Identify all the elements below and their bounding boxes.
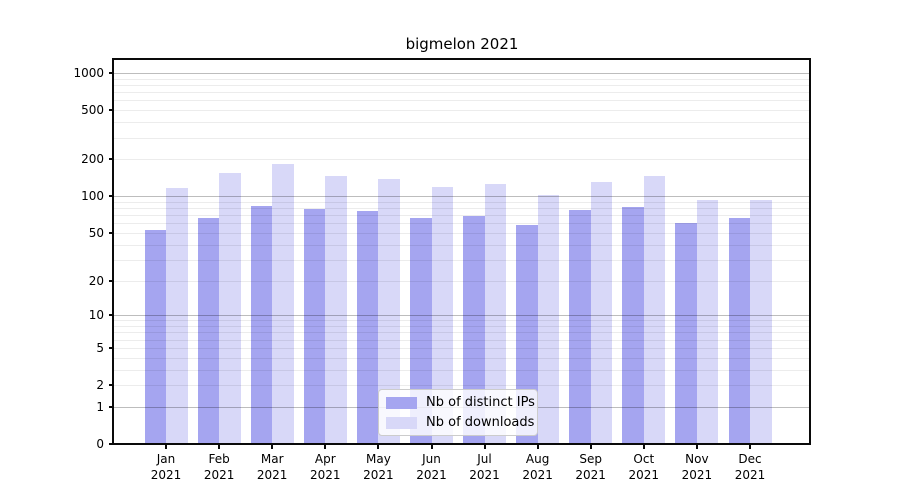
x-tick-label: Mar 2021 — [256, 452, 288, 482]
x-tick-mark — [695, 444, 698, 449]
y-tick-label: 0 — [96, 437, 104, 451]
x-tick-mark — [218, 444, 221, 449]
x-tick-label: Sep 2021 — [575, 452, 606, 482]
x-tick-label: Dec 2021 — [734, 452, 766, 482]
bar-downloads-jul — [484, 184, 506, 444]
y-tick-label: 1 — [96, 399, 104, 414]
bar-distinct-ips-jul — [463, 215, 485, 444]
x-tick-mark — [749, 444, 751, 449]
x-tick-mark — [324, 444, 327, 449]
y-tick-mark — [109, 109, 114, 112]
bar-downloads-jan — [166, 187, 188, 444]
y-tick-label: 1000 — [73, 66, 104, 80]
bar-downloads-nov — [696, 200, 719, 444]
y-tick-mark — [109, 279, 114, 282]
x-tick-mark — [589, 444, 592, 449]
y-tick-label: 20 — [88, 273, 104, 288]
bar-distinct-ips-dec — [728, 218, 750, 444]
bar-distinct-ips-sep — [569, 210, 591, 444]
bar-distinct-ips-jun — [410, 218, 432, 444]
bars-layer — [114, 60, 810, 444]
x-tick-label: Apr 2021 — [310, 452, 341, 482]
y-tick-mark — [109, 346, 114, 349]
y-tick-label: 10 — [88, 308, 104, 323]
legend-swatch-downloads — [386, 416, 417, 429]
legend-label-downloads: Nb of downloads — [426, 415, 535, 430]
y-tick-mark — [109, 72, 114, 74]
x-tick-label: Nov 2021 — [681, 452, 713, 482]
x-tick-label: Feb 2021 — [203, 452, 235, 482]
bar-distinct-ips-mar — [250, 206, 273, 444]
y-tick-mark — [109, 314, 114, 317]
y-tick-mark — [109, 195, 114, 198]
bar-distinct-ips-feb — [197, 218, 220, 444]
legend: Nb of distinct IPs Nb of downloads — [378, 389, 538, 436]
y-tick-label: 200 — [81, 152, 104, 167]
y-tick-mark — [109, 231, 114, 234]
x-tick-label: Jul 2021 — [469, 452, 500, 482]
y-tick-mark — [109, 384, 114, 386]
x-tick-label: Jan 2021 — [150, 452, 182, 482]
legend-row: Nb of distinct IPs — [386, 395, 535, 410]
legend-swatch-distinct-ips — [386, 396, 417, 409]
y-tick-label: 500 — [81, 103, 104, 118]
legend-row: Nb of downloads — [386, 415, 534, 430]
bar-distinct-ips-nov — [675, 223, 697, 444]
y-tick-label: 5 — [96, 340, 104, 355]
y-tick-label: 50 — [88, 225, 104, 240]
bar-downloads-aug — [537, 194, 560, 444]
bar-downloads-apr — [325, 176, 347, 444]
x-tick-mark — [642, 444, 645, 449]
x-tick-mark — [430, 444, 433, 449]
plot-area: Nb of distinct IPs Nb of downloads — [114, 60, 810, 444]
x-tick-mark — [483, 444, 486, 449]
y-tick-mark — [109, 443, 114, 445]
x-tick-mark — [271, 444, 274, 449]
x-tick-label: Oct 2021 — [628, 452, 660, 482]
y-tick-mark — [109, 158, 114, 161]
x-tick-label: Aug 2021 — [522, 452, 553, 482]
x-tick-label: May 2021 — [363, 452, 394, 482]
bar-distinct-ips-jan — [144, 229, 166, 444]
chart-title: bigmelon 2021 — [405, 35, 519, 53]
bar-downloads-may — [378, 179, 400, 444]
x-tick-mark — [377, 444, 380, 449]
x-tick-mark — [165, 444, 167, 449]
legend-label-distinct-ips: Nb of distinct IPs — [426, 395, 535, 410]
bar-downloads-sep — [590, 181, 613, 444]
bar-downloads-feb — [219, 172, 241, 444]
bar-distinct-ips-oct — [622, 206, 644, 444]
y-tick-mark — [109, 405, 114, 408]
y-tick-label: 2 — [96, 378, 104, 392]
bar-downloads-dec — [750, 199, 772, 444]
bar-downloads-oct — [643, 175, 666, 444]
y-tick-label: 100 — [81, 189, 104, 204]
bar-downloads-mar — [272, 164, 294, 444]
x-tick-mark — [536, 444, 539, 449]
x-tick-label: Jun 2021 — [416, 452, 447, 482]
bar-downloads-jun — [431, 186, 453, 444]
bar-distinct-ips-apr — [303, 209, 326, 444]
bar-distinct-ips-may — [356, 210, 379, 444]
